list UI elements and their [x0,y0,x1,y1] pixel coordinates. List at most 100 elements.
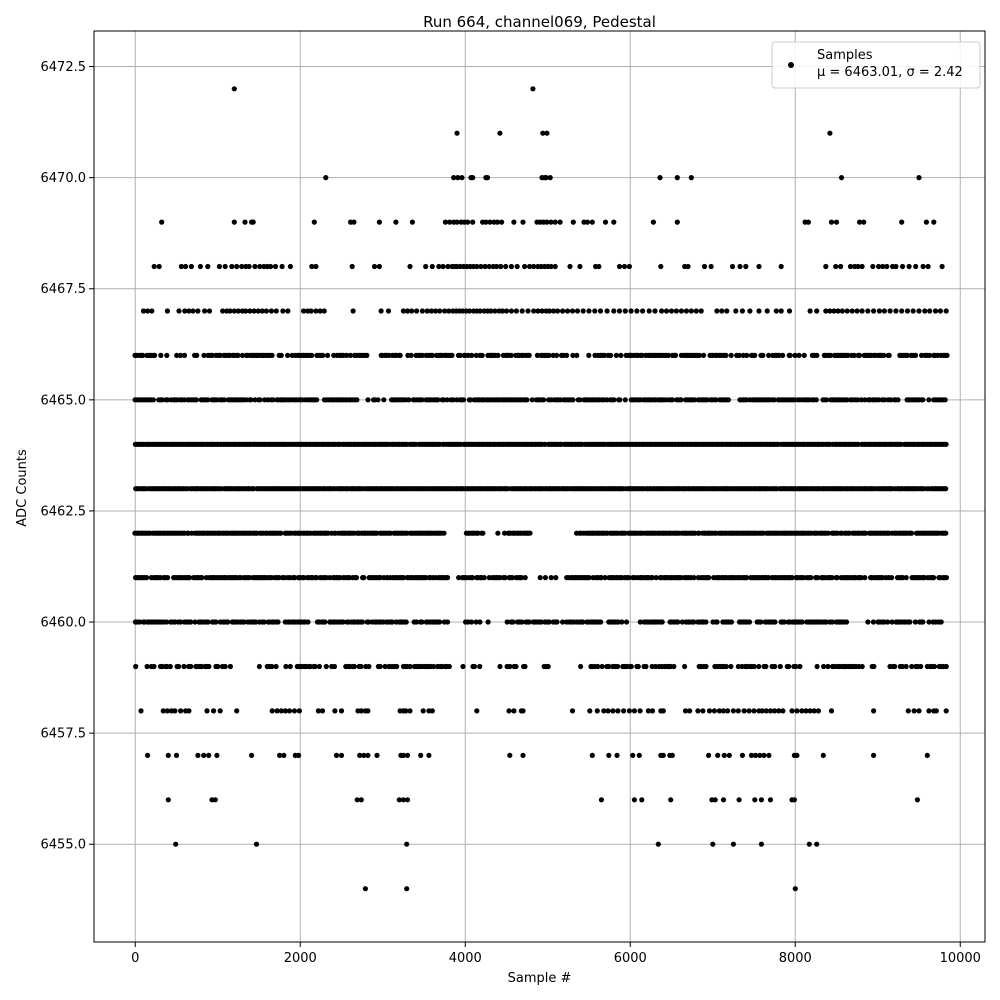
data-point [847,263,854,270]
data-point [408,352,414,358]
data-point [165,797,171,803]
data-point [172,708,178,714]
data-point [534,352,541,358]
data-point [771,397,777,403]
x-tick-label: 6000 [614,951,647,966]
data-point [291,708,298,714]
legend: Samples μ = 6463.01, σ = 2.42 [771,41,981,89]
data-point [478,263,484,270]
data-point [895,397,901,403]
data-point [419,352,425,358]
data-point [881,352,887,358]
x-tick-label: 8000 [779,951,812,966]
data-point [529,397,535,403]
data-point [723,352,729,358]
data-point [865,619,871,625]
data-point [340,619,346,625]
data-point [552,219,558,225]
data-point [504,619,510,625]
data-point [444,575,451,581]
data-point [174,352,180,358]
data-point [280,308,286,314]
data-point [485,619,491,625]
x-tick-label: 10000 [940,951,981,966]
data-point [881,308,888,314]
data-point [277,752,283,759]
data-point [255,308,261,314]
data-point [862,397,868,403]
data-point [663,308,670,314]
data-point [351,663,357,670]
data-point [871,663,877,670]
data-point [679,619,685,625]
data-point [700,352,707,358]
data-point [778,263,784,270]
data-point [888,397,894,403]
data-point [833,263,839,270]
data-point [201,752,207,759]
data-point [858,575,864,581]
data-point [274,708,280,714]
data-point [361,575,367,581]
data-point [720,797,727,803]
data-point [273,308,279,314]
data-point [720,708,727,714]
data-point [628,308,634,314]
data-point [164,352,170,358]
data-point [510,619,516,625]
data-point [552,263,558,270]
data-point [522,575,528,581]
data-point [449,352,455,358]
data-point [287,663,293,670]
data-point [639,352,645,358]
data-point [173,841,179,847]
data-point [943,708,949,714]
data-point [459,175,465,181]
data-point [825,663,831,670]
data-point [931,575,937,581]
data-point [253,619,259,625]
data-point [555,308,561,314]
data-point [513,663,519,670]
data-point [911,708,917,714]
data-point [756,663,762,670]
data-point [678,308,685,314]
data-point [904,352,910,358]
axis-ticks: 0 2000 4000 6000 8000 10000 6455.0 6457.5 6460.0… [41,60,981,966]
data-point [793,663,799,670]
data-point [811,708,817,714]
data-point [217,352,223,358]
data-point [332,708,338,714]
data-point [685,263,691,270]
data-point [814,663,820,670]
data-point [564,308,571,314]
data-point [243,308,249,314]
data-point [296,752,302,759]
data-point [322,619,328,625]
data-point [514,263,520,270]
data-point [668,797,674,803]
data-point [301,308,307,314]
data-point [814,308,820,314]
data-point [814,841,820,847]
data-point [839,308,845,314]
data-point [158,352,164,358]
data-point [807,708,813,714]
data-point [511,219,517,225]
data-point [349,263,355,270]
data-point [393,219,399,225]
data-point [165,752,171,759]
data-points [132,86,950,892]
data-point [186,575,193,581]
data-point [623,619,630,625]
data-point [403,619,409,625]
data-point [377,663,383,670]
data-point [914,797,921,803]
data-point [400,797,406,803]
data-point [429,708,435,714]
data-point [787,352,793,358]
data-point [923,219,930,225]
data-point [319,708,326,714]
data-point [577,263,583,270]
data-point [659,308,665,314]
